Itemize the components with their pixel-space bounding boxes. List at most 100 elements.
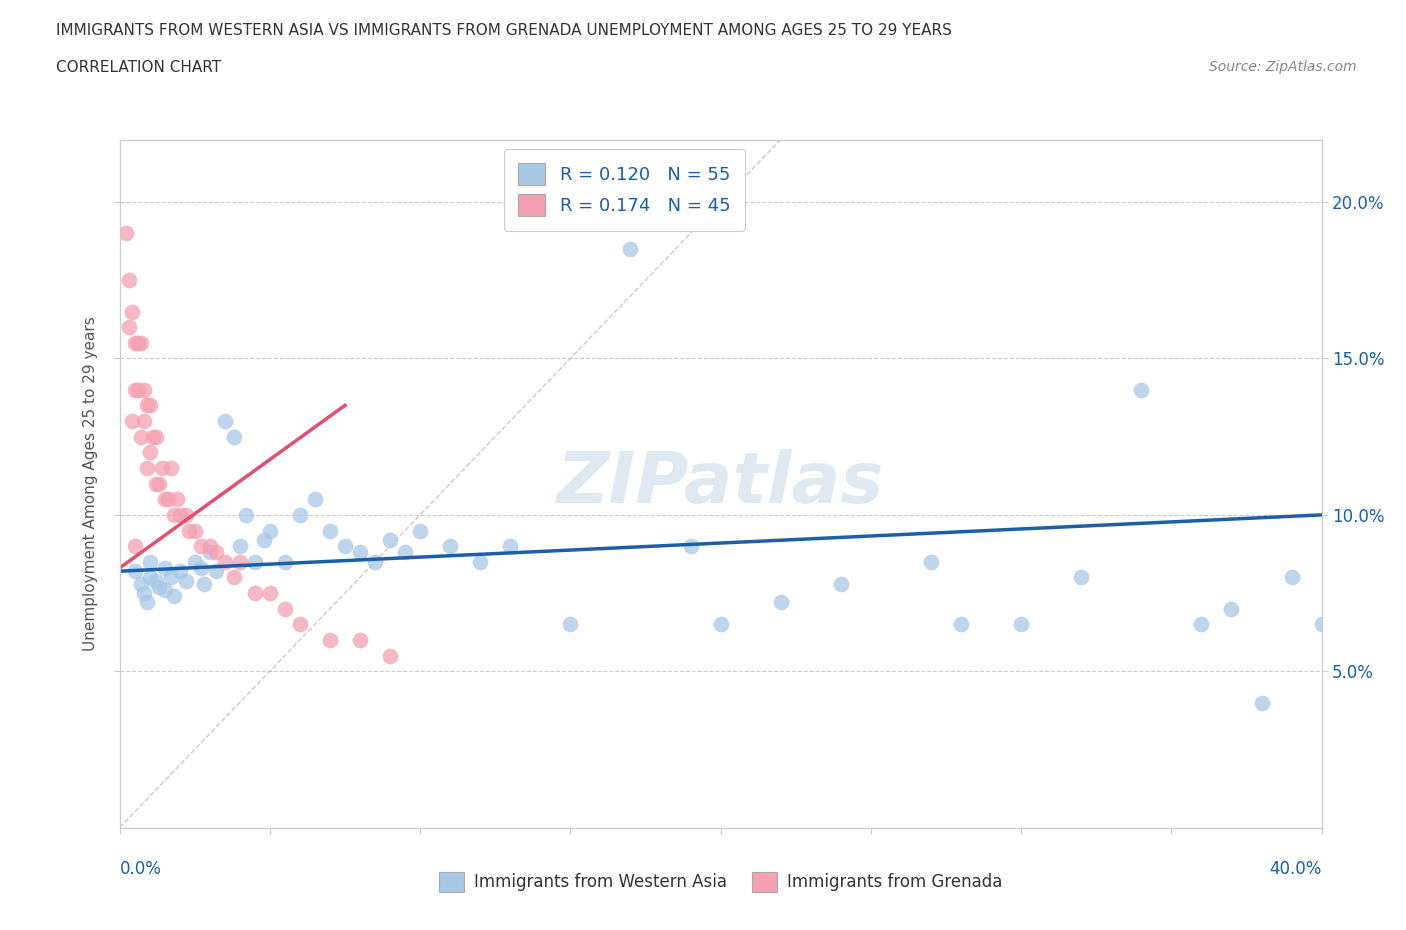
Point [114,226,136,241]
Point [274,554,297,569]
Point [169,564,191,578]
Point [174,573,197,588]
Point [148,579,170,594]
Point [228,554,252,569]
Point [950,617,973,631]
Point [259,586,281,601]
Point [129,336,152,351]
Point [1310,617,1333,631]
Point [333,538,356,553]
Point [117,320,139,335]
Point [127,382,149,397]
Point [148,476,170,491]
Point [409,523,432,538]
Point [145,476,167,491]
Point [183,554,205,569]
Point [124,336,146,351]
Point [304,492,326,507]
Text: IMMIGRANTS FROM WESTERN ASIA VS IMMIGRANTS FROM GRENADA UNEMPLOYMENT AMONG AGES : IMMIGRANTS FROM WESTERN ASIA VS IMMIGRAN… [56,23,952,38]
Point [169,508,191,523]
Point [243,554,266,569]
Point [124,382,146,397]
Point [253,533,276,548]
Point [121,304,143,319]
Point [145,573,167,588]
Point [920,554,942,569]
Point [288,617,311,631]
Point [439,538,461,553]
Point [378,533,401,548]
Point [129,430,152,445]
Point [117,272,139,287]
Point [159,460,181,475]
Point [166,492,188,507]
Point [135,595,157,610]
Point [124,564,146,578]
Point [159,570,181,585]
Point [709,617,731,631]
Point [1130,382,1153,397]
Point [124,538,146,553]
Point [132,414,155,429]
Point [190,538,212,553]
Point [153,492,176,507]
Point [228,538,252,553]
Point [1070,570,1092,585]
Point [1010,617,1032,631]
Point [319,632,342,647]
Point [394,545,416,560]
Point [378,648,401,663]
Point [235,508,257,523]
Point [193,577,215,591]
Point [204,564,226,578]
Point [319,523,342,538]
Point [499,538,522,553]
Point [214,414,236,429]
Point [274,602,297,617]
Point [135,398,157,413]
Y-axis label: Unemployment Among Ages 25 to 29 years: Unemployment Among Ages 25 to 29 years [83,316,98,651]
Text: ZIPatlas: ZIPatlas [557,449,884,518]
Point [619,242,641,257]
Point [364,554,387,569]
Point [198,545,221,560]
Point [153,582,176,597]
Point [135,460,157,475]
Point [349,632,371,647]
Point [138,398,160,413]
Point [222,430,245,445]
Point [183,523,205,538]
Point [214,554,236,569]
Point [138,554,160,569]
Point [127,336,149,351]
Point [830,577,852,591]
Point [679,538,702,553]
Point [1250,695,1272,710]
Point [468,554,492,569]
Point [138,570,160,585]
Point [1281,570,1303,585]
Point [769,595,792,610]
Point [177,523,200,538]
Point [1189,617,1212,631]
Point [190,561,212,576]
Point [349,545,371,560]
Point [138,445,160,459]
Point [198,538,221,553]
Point [259,523,281,538]
Point [156,492,179,507]
Point [162,589,184,604]
Point [162,508,184,523]
Point [132,586,155,601]
Text: Source: ZipAtlas.com: Source: ZipAtlas.com [1209,60,1357,74]
Point [145,430,167,445]
Point [153,561,176,576]
Text: CORRELATION CHART: CORRELATION CHART [56,60,221,75]
Point [150,460,173,475]
Point [243,586,266,601]
Point [142,430,165,445]
Point [288,508,311,523]
Point [129,577,152,591]
Legend: Immigrants from Western Asia, Immigrants from Grenada: Immigrants from Western Asia, Immigrants… [432,865,1010,898]
Point [560,617,582,631]
